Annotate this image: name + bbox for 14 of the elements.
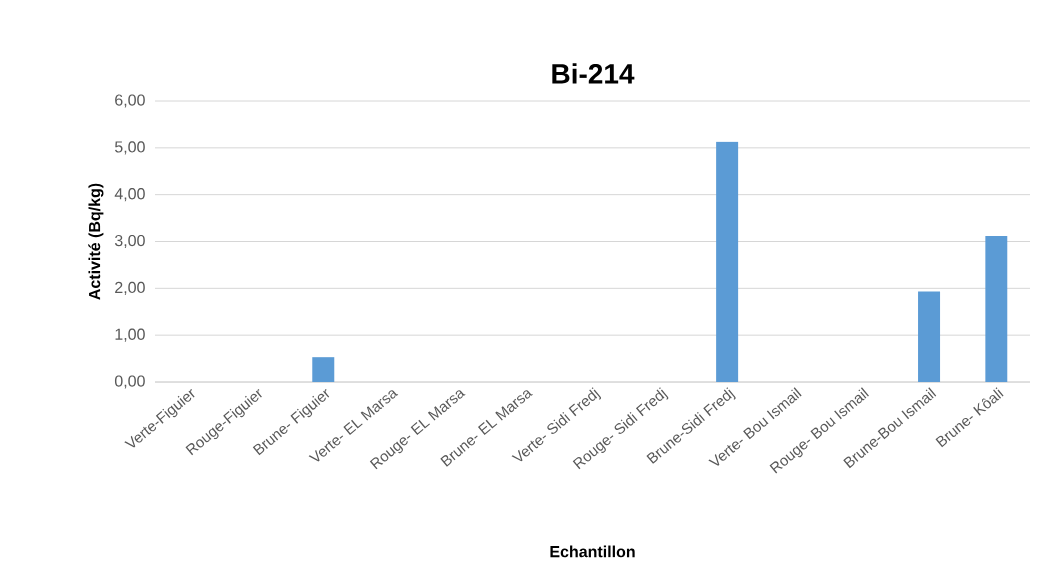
y-tick-label: 1,00 xyxy=(115,328,145,342)
y-tick-label: 0,00 xyxy=(114,375,145,389)
bar xyxy=(312,357,335,382)
y-axis-title: Activité (Bq/kg) xyxy=(88,183,104,300)
bar xyxy=(985,235,1008,382)
x-axis-title: Echantillon xyxy=(550,545,635,558)
y-tick-label: 5,00 xyxy=(114,141,145,155)
y-tick-label: 2,00 xyxy=(115,281,145,295)
y-tick-label: 3,00 xyxy=(114,234,145,249)
bar xyxy=(716,141,739,382)
y-tick-label: 6,00 xyxy=(115,94,145,108)
bar xyxy=(918,291,941,382)
y-tick-label: 4,00 xyxy=(114,188,145,202)
chart-title: Bi-214 xyxy=(552,63,635,84)
